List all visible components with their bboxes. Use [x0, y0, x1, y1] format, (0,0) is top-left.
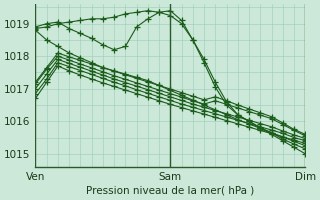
- X-axis label: Pression niveau de la mer( hPa ): Pression niveau de la mer( hPa ): [86, 186, 254, 196]
